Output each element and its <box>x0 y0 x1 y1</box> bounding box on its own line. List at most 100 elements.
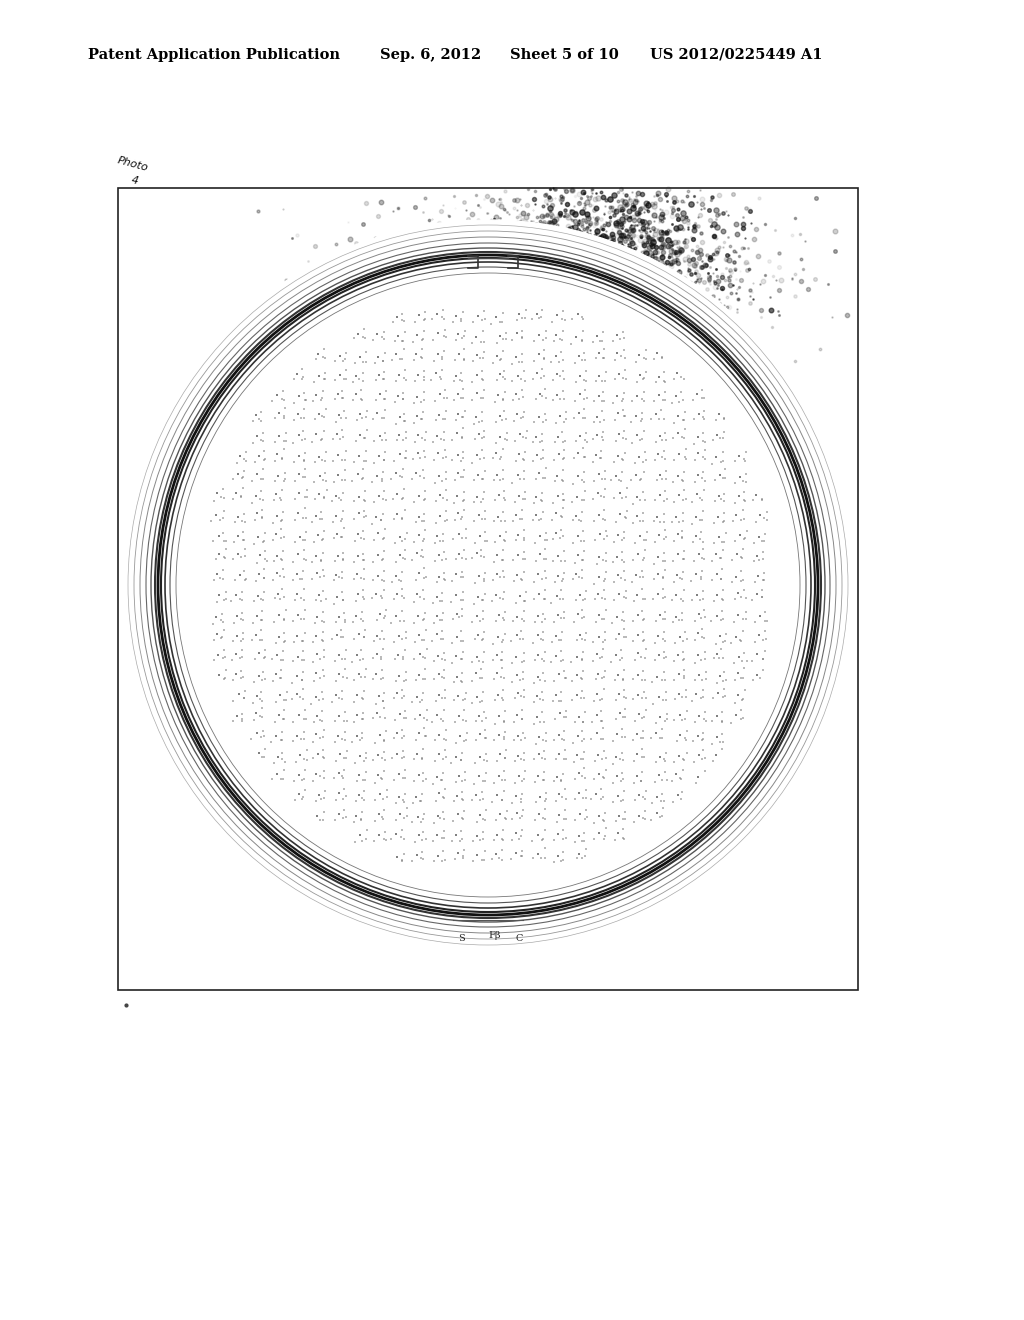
Point <box>668 763 684 784</box>
Point <box>625 512 641 533</box>
Point <box>568 630 585 651</box>
Point <box>374 748 390 770</box>
Point <box>371 744 387 766</box>
Point <box>475 347 492 368</box>
Point <box>308 384 325 405</box>
Point <box>537 649 553 671</box>
Point <box>684 513 700 535</box>
Point <box>237 539 253 560</box>
Point <box>418 726 434 747</box>
Point <box>394 304 411 325</box>
Point <box>596 579 612 601</box>
Point <box>554 828 570 849</box>
Point <box>336 710 352 731</box>
Point <box>274 709 291 730</box>
Point <box>474 310 490 331</box>
Point <box>485 730 502 751</box>
Point <box>565 733 582 754</box>
Point <box>316 787 333 808</box>
Point <box>528 304 545 325</box>
Point <box>535 385 551 407</box>
Point <box>350 664 367 685</box>
Point <box>525 350 542 371</box>
Point <box>675 490 691 511</box>
Point <box>395 708 412 729</box>
Point <box>466 510 482 531</box>
Point <box>505 611 521 632</box>
Point <box>723 632 739 653</box>
Point <box>558 706 574 727</box>
Point <box>471 565 487 586</box>
Point <box>527 792 544 813</box>
Point <box>434 523 451 544</box>
Point <box>304 552 321 573</box>
Point <box>334 420 350 441</box>
Point <box>688 506 705 527</box>
Point <box>528 685 545 706</box>
Point <box>338 368 354 389</box>
Point <box>733 546 750 568</box>
Point <box>495 820 511 841</box>
Point <box>455 581 471 602</box>
Point <box>695 680 712 701</box>
Point <box>274 730 291 751</box>
Point <box>469 845 485 866</box>
Point <box>278 422 294 444</box>
Point <box>351 445 368 466</box>
Point <box>394 767 411 788</box>
Point <box>297 779 313 800</box>
Point <box>514 668 530 689</box>
Point <box>338 408 354 429</box>
Point <box>589 723 605 744</box>
Point <box>715 631 731 652</box>
Point <box>627 649 643 671</box>
Point <box>353 528 370 549</box>
Point <box>275 586 292 607</box>
Point <box>276 751 293 772</box>
Point <box>369 626 385 647</box>
Point <box>536 339 552 360</box>
Point <box>615 383 632 404</box>
Point <box>648 751 665 772</box>
Point <box>368 693 384 714</box>
Point <box>433 368 450 389</box>
Point <box>578 800 594 821</box>
Point <box>594 787 610 808</box>
Point <box>317 589 334 610</box>
Point <box>391 407 408 428</box>
Point <box>648 610 665 631</box>
Point <box>428 363 444 384</box>
Point <box>394 719 411 741</box>
Point <box>551 630 567 651</box>
Point <box>387 331 403 352</box>
Point <box>233 708 250 729</box>
Point <box>273 479 290 500</box>
Point <box>499 422 515 444</box>
Point <box>435 541 452 562</box>
Point <box>298 389 314 411</box>
Point <box>376 449 392 470</box>
Point <box>637 589 653 610</box>
Point <box>615 552 632 573</box>
Point <box>335 768 351 789</box>
Point <box>431 366 447 387</box>
Point <box>298 508 314 529</box>
Point <box>490 605 507 626</box>
Point <box>298 479 314 500</box>
Point <box>313 590 330 611</box>
Point <box>635 589 651 610</box>
Point <box>297 487 313 508</box>
Point <box>551 351 567 372</box>
Point <box>393 330 410 351</box>
Point <box>347 832 364 853</box>
Point <box>655 503 672 524</box>
Point <box>558 401 574 422</box>
Point <box>353 380 370 401</box>
Point <box>417 603 433 624</box>
Point <box>311 566 328 587</box>
Point <box>610 664 627 685</box>
Point <box>748 631 764 652</box>
Point <box>208 606 224 627</box>
Point <box>635 510 651 531</box>
Point <box>295 678 311 700</box>
